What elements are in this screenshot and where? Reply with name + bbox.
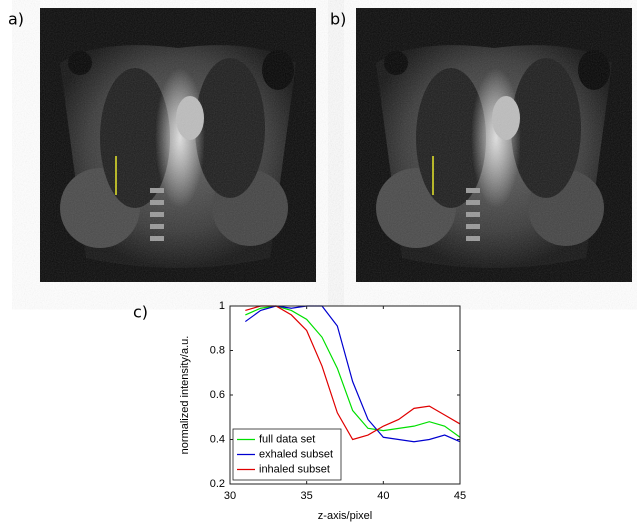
y-tick-label: 0.2 bbox=[210, 478, 225, 490]
plot: 30 35 40 45 0.2 0.4 0.6 0.8 1 full data set exhale… bbox=[210, 300, 466, 502]
panel-label: a) bbox=[8, 10, 24, 29]
x-axis-label: z-axis/pixel bbox=[318, 510, 372, 522]
legend-label: inhaled subset bbox=[259, 463, 330, 475]
y-tick-label: 0.8 bbox=[210, 344, 225, 356]
image-a bbox=[40, 8, 316, 282]
line-series bbox=[245, 305, 461, 441]
image-b bbox=[356, 8, 632, 282]
line-series bbox=[245, 305, 461, 438]
legend-label: exhaled subset bbox=[259, 448, 333, 460]
y-tick-label: 1 bbox=[219, 300, 225, 312]
legend-label: full data set bbox=[259, 433, 315, 445]
panel-label: c) bbox=[133, 303, 148, 322]
y-tick-label: 0.6 bbox=[210, 389, 225, 401]
axes-box bbox=[229, 305, 461, 485]
legend-box bbox=[232, 428, 342, 481]
y-tick-label: 0.4 bbox=[210, 433, 225, 445]
x-tick-label: 30 bbox=[224, 490, 236, 502]
x-tick-label: 40 bbox=[377, 490, 389, 502]
x-tick-label: 45 bbox=[454, 490, 466, 502]
panel-label: b) bbox=[330, 10, 346, 29]
x-tick-label: 35 bbox=[301, 490, 313, 502]
line-series bbox=[244, 305, 461, 443]
y-axis-label: normalized intensity/a.u. bbox=[179, 336, 191, 455]
